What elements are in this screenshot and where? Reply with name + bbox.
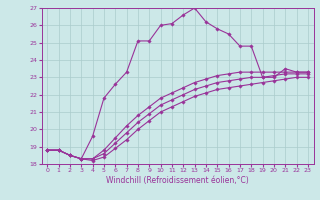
- X-axis label: Windchill (Refroidissement éolien,°C): Windchill (Refroidissement éolien,°C): [106, 176, 249, 185]
